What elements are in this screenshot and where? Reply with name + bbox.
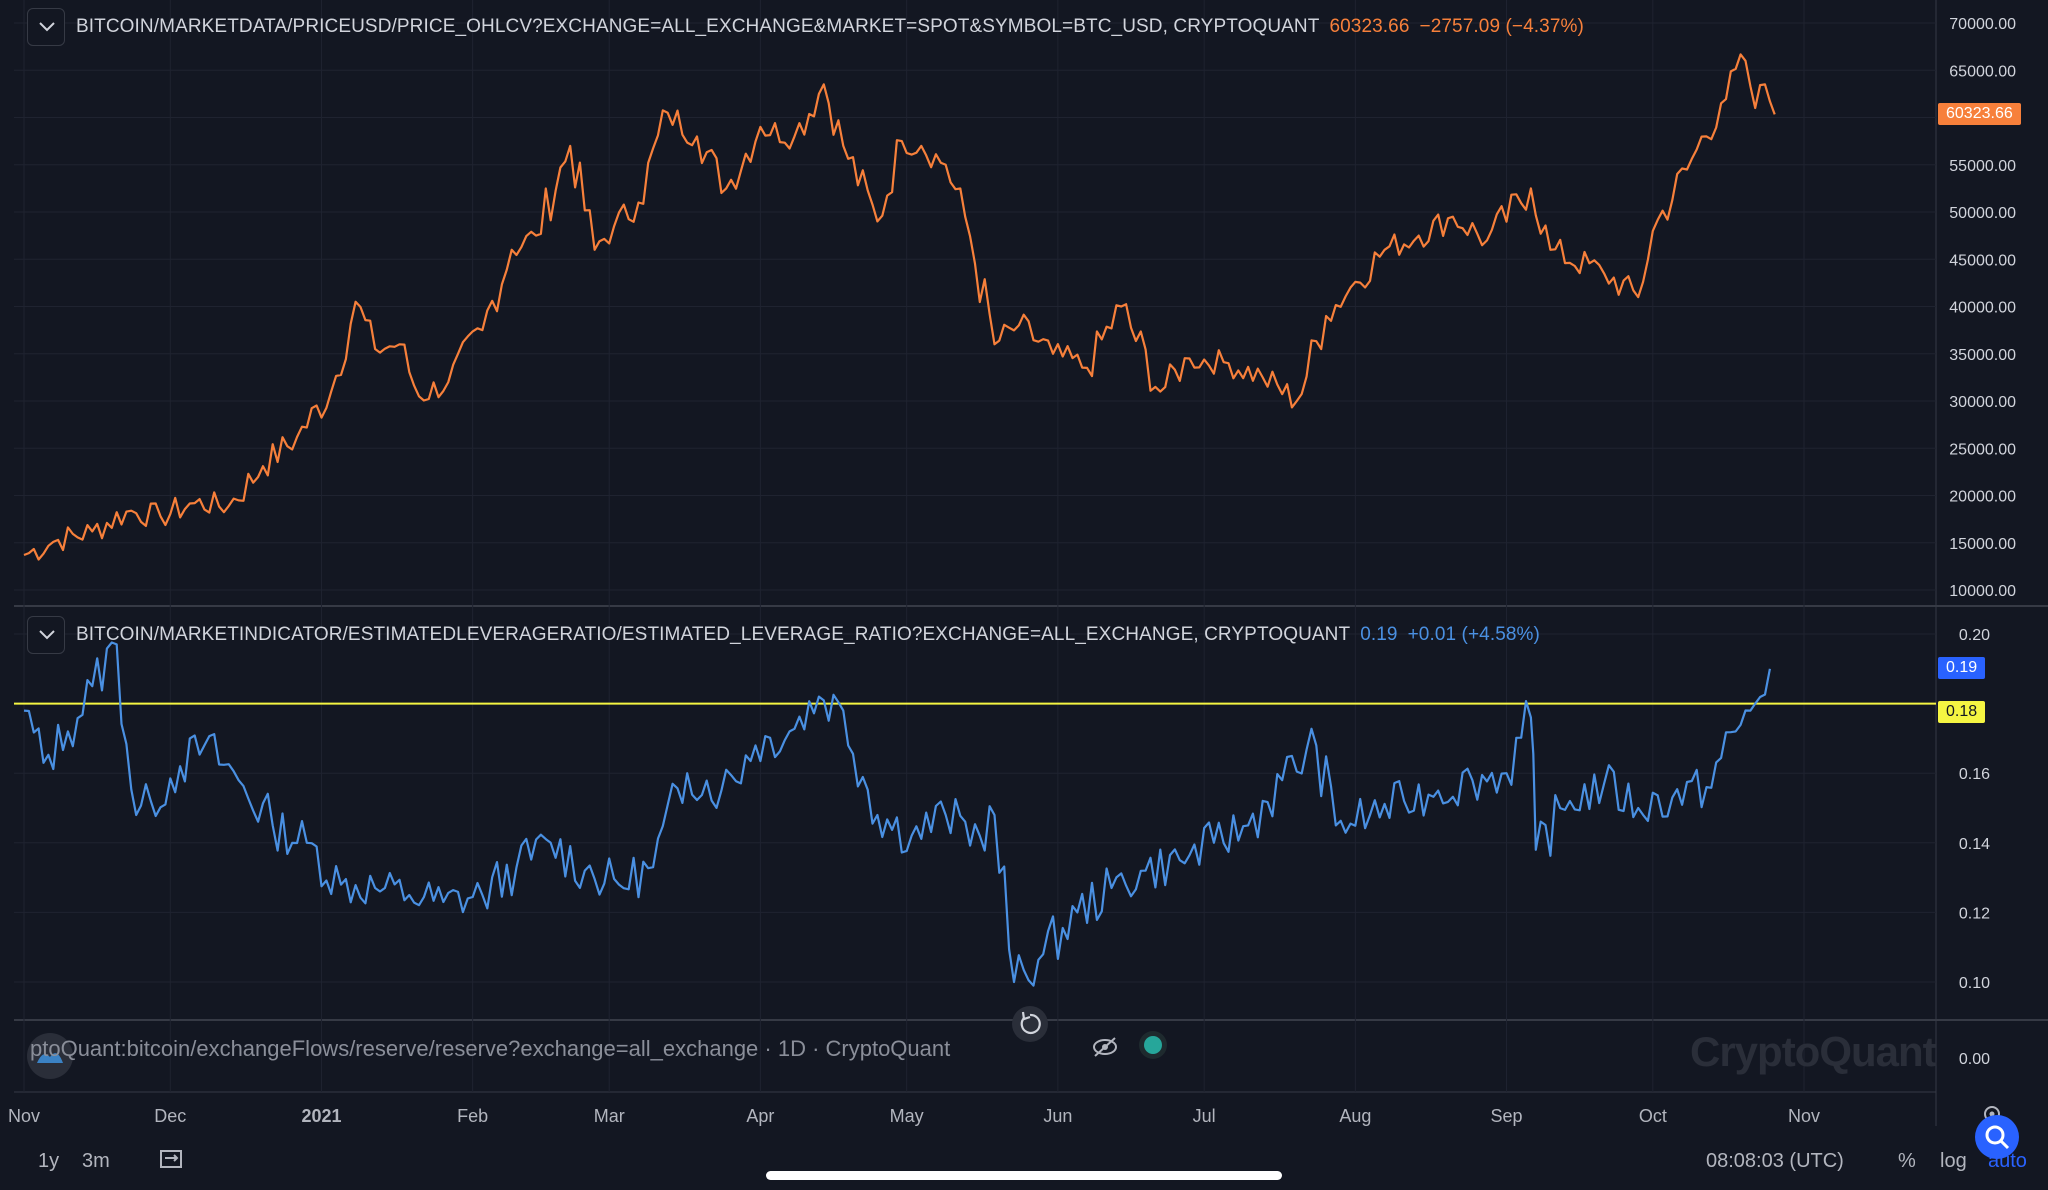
watermark: CryptoQuant [1690,1028,1937,1075]
leverage-y-tick-label: 0.10 [1959,975,1990,992]
x-tick-label: Apr [746,1106,774,1126]
pane2-change: +0.01 (+4.58%) [1407,624,1540,645]
price-y-tick-label: 45000.00 [1949,252,2016,269]
pane2-collapse-button[interactable] [27,616,65,654]
leverage-y-tick-label: 0.12 [1959,905,1990,922]
x-tick-label: Oct [1639,1106,1667,1126]
pane1-collapse-button[interactable] [27,8,65,46]
x-tick-label: Jul [1193,1106,1216,1126]
cryptoquant-logo-icon [27,1033,73,1079]
pane1-change: −2757.09 (−4.37%) [1419,16,1584,37]
chevron-down-icon [39,22,55,32]
x-tick-label: Jun [1043,1106,1072,1126]
pane1-symbol: BITCOIN/MARKETDATA/PRICEUSD/PRICE_OHLCV?… [76,16,1320,37]
price-y-tick-label: 10000.00 [1949,583,2016,600]
x-tick-label: Aug [1339,1106,1371,1126]
log-scale-button[interactable]: log [1940,1150,1967,1172]
utc-clock: 08:08:03 (UTC) [1706,1150,1844,1172]
pane1-last-value: 60323.66 [1329,16,1410,37]
pane2-symbol: BITCOIN/MARKETINDICATOR/ESTIMATEDLEVERAG… [76,624,1351,645]
calendar-range-icon [160,1150,182,1168]
price-y-tick-label: 50000.00 [1949,205,2016,222]
pane2-last-value-tag: 0.19 [1938,657,1986,679]
eye-off-icon [1093,1037,1117,1057]
x-tick-label: Nov [8,1106,40,1126]
leverage-y-tick-label: 0.14 [1959,836,1990,853]
percent-scale-button[interactable]: % [1898,1150,1916,1172]
price-y-tick-label: 15000.00 [1949,536,2016,553]
price-y-tick-label: 20000.00 [1949,489,2016,506]
pane3-hide-button[interactable] [1090,1034,1120,1060]
leverage-ratio-line [23,641,1771,987]
x-tick-label: Feb [457,1106,488,1126]
pane3-y-tick-label: 0.00 [1959,1051,1990,1068]
search-icon [1985,1125,2010,1150]
leverage-y-tick-label: 0.20 [1959,627,1990,644]
pane2-last-value: 0.19 [1360,624,1398,645]
pane2-threshold-tag: 0.18 [1938,701,1986,723]
price-y-tick-label: 55000.00 [1949,158,2016,175]
pane3-status-dot [1144,1036,1162,1054]
range-3m-button[interactable]: 3m [82,1150,110,1172]
price-y-tick-label: 30000.00 [1949,394,2016,411]
pane1-legend: BITCOIN/MARKETDATA/PRICEUSD/PRICE_OHLCV?… [76,16,1584,38]
x-tick-label: Nov [1788,1106,1820,1126]
pane2-legend: BITCOIN/MARKETINDICATOR/ESTIMATEDLEVERAG… [76,624,1540,646]
reset-icon [1020,1011,1041,1035]
reset-button[interactable] [1012,1006,1048,1042]
home-indicator [766,1171,1282,1180]
x-tick-label: 2021 [301,1106,341,1126]
x-tick-label: Mar [594,1106,625,1126]
x-tick-label: Sep [1491,1106,1523,1126]
price-y-tick-label: 70000.00 [1949,16,2016,33]
search-button[interactable] [1975,1115,2019,1159]
price-y-tick-label: 35000.00 [1949,347,2016,364]
btc-price-line [23,53,1776,561]
date-range-button[interactable] [158,1148,186,1172]
pane3-label: ptoQuant:bitcoin/exchangeFlows/reserve/r… [30,1036,951,1061]
chevron-down-icon [39,630,55,640]
range-1y-button[interactable]: 1y [38,1150,60,1172]
bottom-toolbar: 1y 3m 08:08:03 (UTC) % log auto [0,1126,2048,1190]
price-y-tick-label: 65000.00 [1949,63,2016,80]
pane1-last-price-tag: 60323.66 [1938,103,2021,125]
price-y-tick-label: 25000.00 [1949,441,2016,458]
leverage-y-tick-label: 0.16 [1959,766,1990,783]
price-y-tick-label: 40000.00 [1949,300,2016,317]
x-tick-label: Dec [154,1106,186,1126]
x-tick-label: May [890,1106,924,1126]
